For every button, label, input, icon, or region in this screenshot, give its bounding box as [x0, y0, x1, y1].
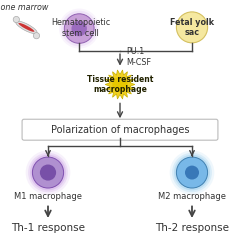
Ellipse shape	[16, 21, 37, 34]
Text: Polarization of macrophages: Polarization of macrophages	[51, 125, 189, 135]
Text: Th-1 response: Th-1 response	[11, 223, 85, 233]
Circle shape	[59, 9, 99, 49]
Circle shape	[32, 157, 64, 188]
Text: Hematopoietic
stem cell: Hematopoietic stem cell	[51, 18, 110, 38]
Ellipse shape	[18, 23, 34, 32]
Text: M1 macrophage: M1 macrophage	[14, 192, 82, 201]
Circle shape	[30, 155, 66, 190]
Circle shape	[185, 166, 199, 179]
Circle shape	[64, 14, 94, 43]
Circle shape	[174, 155, 210, 190]
Text: M2 macrophage: M2 macrophage	[158, 192, 226, 201]
Circle shape	[112, 77, 128, 92]
Text: Bone marrow: Bone marrow	[0, 3, 48, 12]
Ellipse shape	[33, 33, 40, 39]
Circle shape	[40, 164, 56, 181]
Circle shape	[172, 153, 212, 192]
Circle shape	[176, 12, 208, 43]
Circle shape	[72, 21, 87, 36]
Text: Fetal yolk
sac: Fetal yolk sac	[170, 18, 214, 37]
FancyBboxPatch shape	[22, 119, 218, 140]
Circle shape	[28, 153, 68, 192]
Polygon shape	[105, 70, 135, 99]
Text: PU.1
M-CSF: PU.1 M-CSF	[126, 47, 151, 67]
Circle shape	[26, 150, 70, 195]
Circle shape	[61, 11, 97, 46]
Ellipse shape	[13, 16, 19, 23]
Circle shape	[176, 157, 208, 188]
Circle shape	[170, 150, 214, 195]
Text: Tissue resident
macrophage: Tissue resident macrophage	[87, 75, 153, 94]
Text: Th-2 response: Th-2 response	[155, 223, 229, 233]
